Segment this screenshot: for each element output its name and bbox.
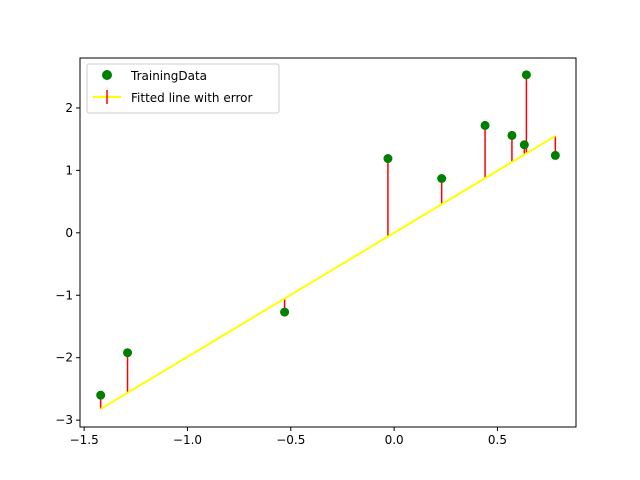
legend-marker-trainingdata bbox=[102, 70, 112, 80]
data-point bbox=[480, 120, 490, 130]
data-point bbox=[383, 154, 393, 164]
x-tick-label: −1.5 bbox=[70, 433, 99, 447]
y-tick-label: −1 bbox=[55, 288, 73, 302]
legend-label-fitted: Fitted line with error bbox=[131, 91, 252, 105]
data-point bbox=[437, 174, 447, 184]
legend-label-trainingdata: TrainingData bbox=[130, 69, 207, 83]
y-tick-label: −2 bbox=[55, 351, 73, 365]
fitted-line bbox=[100, 135, 556, 410]
data-point bbox=[519, 140, 529, 150]
data-point bbox=[96, 390, 106, 400]
x-tick-label: 0.0 bbox=[385, 433, 404, 447]
data-point bbox=[521, 70, 531, 80]
data-point bbox=[123, 348, 133, 358]
legend-box bbox=[86, 63, 280, 114]
axes-frame bbox=[79, 57, 577, 428]
plot-area bbox=[96, 70, 560, 410]
x-tick-label: −0.5 bbox=[276, 433, 305, 447]
data-point bbox=[507, 130, 517, 140]
legend: TrainingData Fitted line with error bbox=[86, 63, 280, 114]
y-tick-label: 2 bbox=[65, 101, 73, 115]
data-point bbox=[550, 150, 560, 160]
y-tick-label: 1 bbox=[65, 163, 73, 177]
data-point bbox=[280, 307, 290, 317]
x-tick-label: −1.0 bbox=[173, 433, 202, 447]
x-tick-label: 0.5 bbox=[488, 433, 507, 447]
y-tick-label: 0 bbox=[65, 226, 73, 240]
axes: −1.5 −1.0 −0.5 0.0 0.5 −3 −2 −1 0 1 2 bbox=[55, 57, 577, 447]
y-tick-label: −3 bbox=[55, 413, 73, 427]
